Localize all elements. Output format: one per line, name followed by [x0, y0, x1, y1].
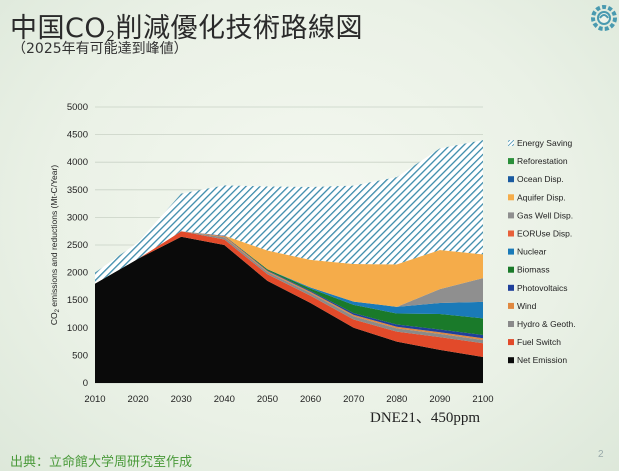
legend-label-hydro-geoth: Hydro & Geoth. [517, 319, 576, 329]
x-tick-label: 2030 [171, 394, 192, 405]
legend-label-energy-saving: Energy Saving [517, 138, 573, 148]
legend-swatch-eoruse-disp [508, 230, 514, 237]
area-energy-saving [95, 140, 483, 284]
area-series [95, 140, 483, 383]
area-nuclear [95, 231, 483, 319]
title-main: 中国CO [10, 13, 107, 44]
legend-swatch-ocean-disp [508, 176, 514, 183]
legend-swatch-gas-well-disp [508, 212, 514, 219]
x-tick-label: 2090 [429, 394, 450, 405]
legend-label-ocean-disp: Ocean Disp. [517, 174, 564, 184]
legend-swatch-energy-saving [508, 140, 514, 146]
page-number: 2 [598, 449, 604, 460]
legend-swatch-photovoltaics [508, 284, 514, 291]
y-tick-label: 5000 [67, 102, 88, 113]
x-tick-label: 2100 [472, 394, 493, 405]
legend-label-nuclear: Nuclear [517, 247, 546, 257]
x-tick-label: 2070 [343, 394, 364, 405]
title-rest: 削減優化技術路線図 [115, 13, 364, 44]
x-tick-label: 2050 [257, 394, 278, 405]
legend-label-eoruse-disp: EORUse Disp. [517, 229, 572, 239]
gear-logo-icon [591, 5, 617, 31]
title-subscript: 2 [106, 29, 116, 45]
y-tick-label: 1500 [67, 295, 88, 306]
legend-swatch-net-emission [508, 357, 514, 364]
y-tick-label: 2000 [67, 268, 88, 279]
y-axis-label: CO2 emissions and reductions (Mt-C/Year) [49, 165, 61, 326]
slide-subtitle: （2025年有可能達到峰値） [12, 41, 188, 57]
legend: Energy Saving Reforestation Ocean Disp. Aqu… [508, 138, 576, 365]
y-tick-label: 2500 [67, 240, 88, 251]
legend-label-biomass: Biomass [517, 265, 550, 275]
legend-label-fuel-switch: Fuel Switch [517, 337, 561, 347]
legend-label-gas-well-disp: Gas Well Disp. [517, 210, 573, 220]
y-tick-label: 3500 [67, 185, 88, 196]
y-tick-label: 0 [83, 378, 88, 389]
x-tick-label: 2080 [386, 394, 407, 405]
area-gas-well-disp [95, 231, 483, 307]
legend-swatch-wind [508, 302, 514, 309]
chart-annotation: DNE21、450ppm [370, 410, 480, 426]
y-tick-label: 500 [72, 350, 88, 361]
legend-swatch-hydro-geoth [508, 321, 514, 327]
y-tick-label: 3000 [67, 212, 88, 223]
legend-label-reforestation: Reforestation [517, 156, 568, 166]
legend-label-aquifer-disp: Aquifer Disp. [517, 192, 566, 202]
x-tick-label: 2060 [300, 394, 321, 405]
legend-swatch-nuclear [508, 248, 514, 255]
x-tick-label: 2040 [214, 394, 235, 405]
y-tick-label: 4000 [67, 157, 88, 168]
area-fuel-switch [95, 231, 483, 358]
legend-label-photovoltaics: Photovoltaics [517, 283, 568, 293]
source-credit: 出典：立命館大学周研究室作成 [10, 455, 193, 470]
area-net-emission [95, 236, 483, 383]
legend-swatch-biomass [508, 266, 514, 273]
legend-label-net-emission: Net Emission [517, 355, 567, 365]
legend-swatch-fuel-switch [508, 339, 514, 346]
legend-swatch-reforestation [508, 158, 514, 165]
x-tick-label: 2020 [128, 394, 149, 405]
legend-label-wind: Wind [517, 301, 537, 311]
x-tick-label: 2010 [84, 394, 105, 405]
y-tick-label: 1000 [67, 323, 88, 334]
legend-swatch-aquifer-disp [508, 194, 514, 201]
slide-title: 中国CO2削減優化技術路線図 [10, 6, 363, 45]
area-biomass [95, 231, 483, 335]
axes: 0 500 1000 1500 2000 2500 3000 3500 4000 4500 5000… [67, 102, 494, 405]
area-aquifer-disp [95, 231, 483, 307]
y-tick-label: 4500 [67, 130, 88, 141]
